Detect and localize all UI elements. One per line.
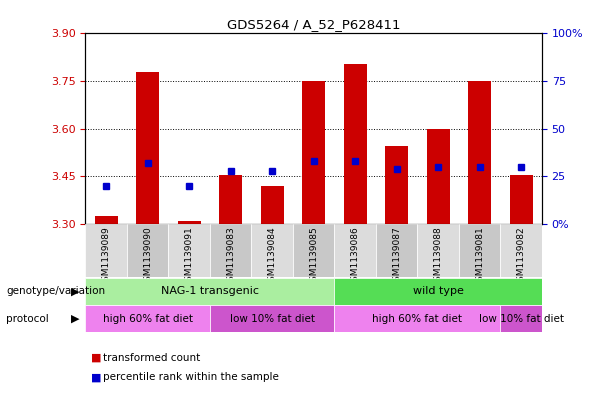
Text: protocol: protocol xyxy=(6,314,49,324)
Text: NAG-1 transgenic: NAG-1 transgenic xyxy=(161,286,259,296)
Bar xyxy=(261,186,283,224)
Bar xyxy=(127,224,168,277)
Bar xyxy=(509,175,532,224)
Text: GSM1139086: GSM1139086 xyxy=(350,227,360,287)
Title: GDS5264 / A_52_P628411: GDS5264 / A_52_P628411 xyxy=(227,18,401,31)
Text: genotype/variation: genotype/variation xyxy=(6,286,105,296)
Text: GSM1139084: GSM1139084 xyxy=(267,227,277,287)
Text: ▶: ▶ xyxy=(71,314,80,324)
Bar xyxy=(468,81,491,224)
Bar xyxy=(219,175,242,224)
Bar xyxy=(459,224,501,277)
Text: low 10% fat diet: low 10% fat diet xyxy=(479,314,564,324)
Bar xyxy=(418,224,459,277)
Bar xyxy=(210,224,252,277)
Text: ■: ■ xyxy=(91,372,102,382)
Bar xyxy=(95,216,118,224)
Bar xyxy=(168,224,210,277)
Text: GSM1139088: GSM1139088 xyxy=(434,227,443,287)
Text: GSM1139081: GSM1139081 xyxy=(475,227,484,287)
Bar xyxy=(376,224,418,277)
Bar xyxy=(501,305,542,332)
Bar xyxy=(85,305,210,332)
Text: ▶: ▶ xyxy=(71,286,80,296)
Text: GSM1139089: GSM1139089 xyxy=(102,227,111,287)
Text: GSM1139090: GSM1139090 xyxy=(143,227,152,287)
Bar xyxy=(426,129,449,224)
Text: percentile rank within the sample: percentile rank within the sample xyxy=(103,372,279,382)
Bar xyxy=(252,224,293,277)
Text: GSM1139083: GSM1139083 xyxy=(226,227,235,287)
Bar xyxy=(335,305,501,332)
Text: high 60% fat diet: high 60% fat diet xyxy=(102,314,193,324)
Text: ■: ■ xyxy=(91,353,102,363)
Text: low 10% fat diet: low 10% fat diet xyxy=(230,314,315,324)
Bar xyxy=(210,305,335,332)
Text: GSM1139085: GSM1139085 xyxy=(309,227,318,287)
Bar xyxy=(385,146,408,224)
Text: high 60% fat diet: high 60% fat diet xyxy=(372,314,462,324)
Text: GSM1139091: GSM1139091 xyxy=(184,227,194,287)
Bar xyxy=(335,278,542,305)
Bar xyxy=(344,64,366,224)
Text: wild type: wild type xyxy=(413,286,464,296)
Text: transformed count: transformed count xyxy=(103,353,200,363)
Bar xyxy=(501,224,542,277)
Text: GSM1139087: GSM1139087 xyxy=(392,227,401,287)
Bar xyxy=(302,81,325,224)
Text: GSM1139082: GSM1139082 xyxy=(517,227,525,287)
Bar xyxy=(335,224,376,277)
Bar xyxy=(85,224,127,277)
Bar xyxy=(178,221,201,224)
Bar xyxy=(293,224,335,277)
Bar xyxy=(136,72,159,224)
Bar xyxy=(85,278,335,305)
